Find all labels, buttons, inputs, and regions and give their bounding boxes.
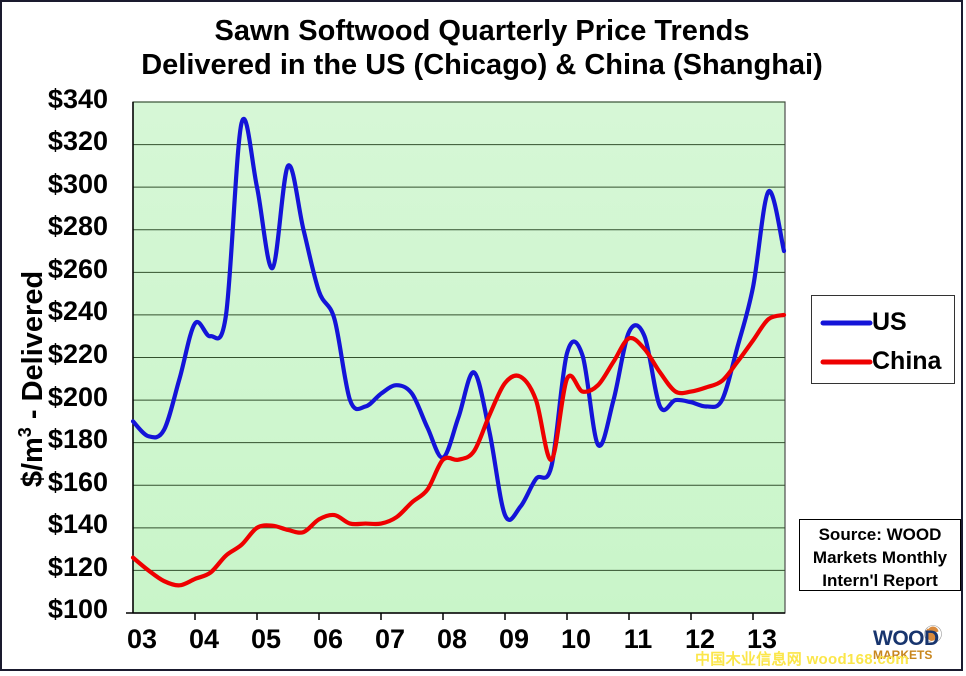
svg-text:WOOD: WOOD (873, 627, 939, 650)
